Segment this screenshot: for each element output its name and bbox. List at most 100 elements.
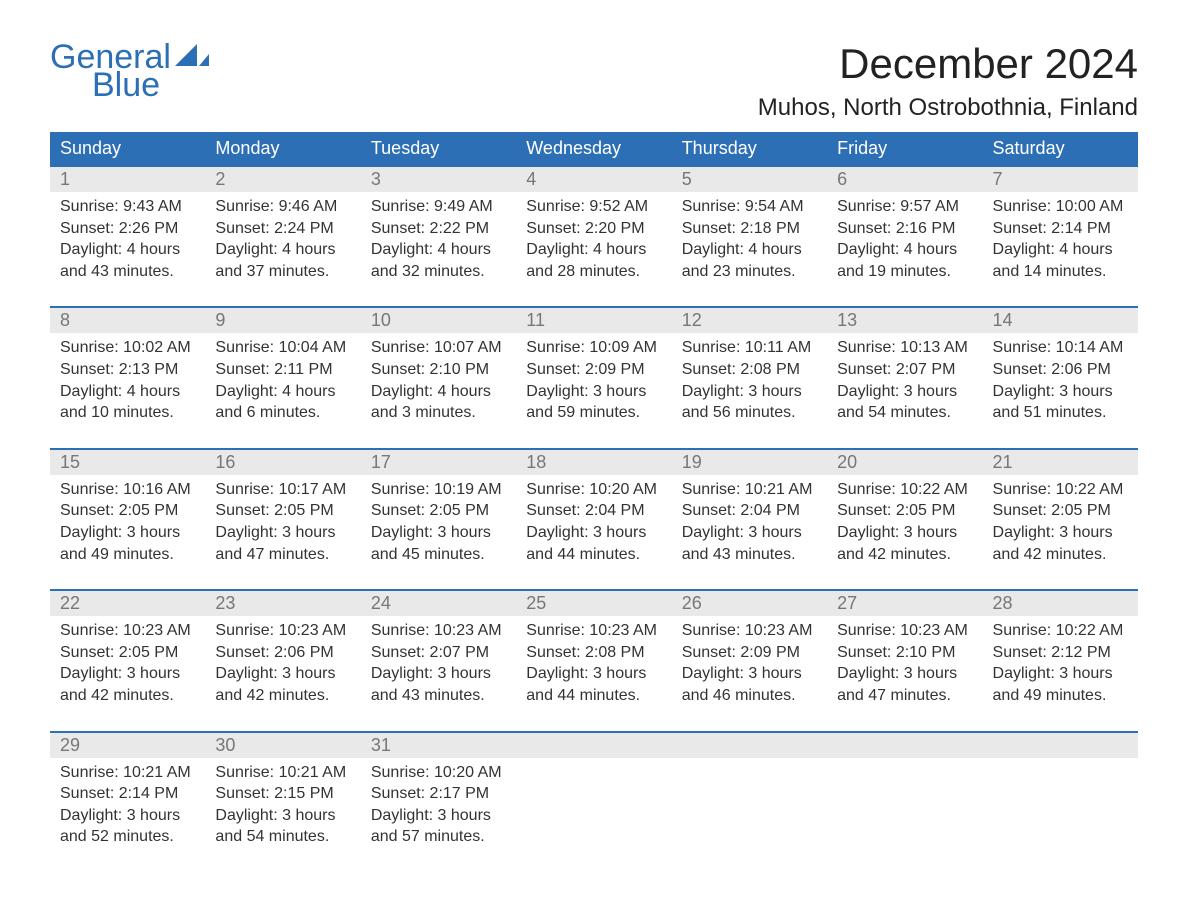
day-cell: 16Sunrise: 10:17 AMSunset: 2:05 PMDaylig…: [205, 449, 360, 590]
week-row: 15Sunrise: 10:16 AMSunset: 2:05 PMDaylig…: [50, 449, 1138, 590]
day-sunset: Sunset: 2:16 PM: [837, 218, 972, 240]
day-d2: and 47 minutes.: [215, 544, 350, 566]
day-sunset: Sunset: 2:05 PM: [993, 500, 1128, 522]
day-d1: Daylight: 4 hours: [682, 239, 817, 261]
day-d1: Daylight: 3 hours: [526, 663, 661, 685]
brand-logo: General Blue: [50, 40, 209, 102]
day-cell: [983, 732, 1138, 872]
day-d2: and 52 minutes.: [60, 826, 195, 848]
day-sunrise: Sunrise: 10:00 AM: [993, 196, 1128, 218]
day-d1: Daylight: 4 hours: [993, 239, 1128, 261]
day-d2: and 56 minutes.: [682, 402, 817, 424]
day-sunrise: Sunrise: 10:13 AM: [837, 337, 972, 359]
day-sunrise: Sunrise: 9:54 AM: [682, 196, 817, 218]
day-sunset: Sunset: 2:05 PM: [60, 642, 195, 664]
day-body-empty: [516, 758, 671, 786]
day-cell: 8Sunrise: 10:02 AMSunset: 2:13 PMDayligh…: [50, 307, 205, 448]
week-row: 8Sunrise: 10:02 AMSunset: 2:13 PMDayligh…: [50, 307, 1138, 448]
day-cell: 30Sunrise: 10:21 AMSunset: 2:15 PMDaylig…: [205, 732, 360, 872]
day-sunset: Sunset: 2:04 PM: [682, 500, 817, 522]
calendar-body: 1Sunrise: 9:43 AMSunset: 2:26 PMDaylight…: [50, 166, 1138, 872]
day-cell: [516, 732, 671, 872]
day-number: 4: [516, 167, 671, 192]
day-d2: and 42 minutes.: [215, 685, 350, 707]
day-sunrise: Sunrise: 10:07 AM: [371, 337, 506, 359]
day-number: 30: [205, 733, 360, 758]
day-body-empty: [827, 758, 982, 786]
day-number: 14: [983, 308, 1138, 333]
day-body: Sunrise: 10:23 AMSunset: 2:05 PMDaylight…: [50, 616, 205, 730]
day-number-empty: [516, 733, 671, 758]
dayname-thursday: Thursday: [672, 132, 827, 166]
day-body: Sunrise: 9:46 AMSunset: 2:24 PMDaylight:…: [205, 192, 360, 306]
day-cell: 3Sunrise: 9:49 AMSunset: 2:22 PMDaylight…: [361, 166, 516, 307]
day-d2: and 6 minutes.: [215, 402, 350, 424]
day-sunrise: Sunrise: 10:22 AM: [993, 479, 1128, 501]
day-d1: Daylight: 4 hours: [526, 239, 661, 261]
day-d2: and 44 minutes.: [526, 685, 661, 707]
day-body-empty: [983, 758, 1138, 786]
day-d2: and 19 minutes.: [837, 261, 972, 283]
day-number: 11: [516, 308, 671, 333]
day-cell: 2Sunrise: 9:46 AMSunset: 2:24 PMDaylight…: [205, 166, 360, 307]
day-number: 18: [516, 450, 671, 475]
day-d2: and 57 minutes.: [371, 826, 506, 848]
day-sunset: Sunset: 2:06 PM: [215, 642, 350, 664]
brand-blue: Blue: [92, 68, 209, 102]
day-number: 22: [50, 591, 205, 616]
day-d1: Daylight: 3 hours: [215, 663, 350, 685]
day-sunrise: Sunrise: 10:21 AM: [682, 479, 817, 501]
day-d1: Daylight: 4 hours: [215, 381, 350, 403]
day-body: Sunrise: 10:17 AMSunset: 2:05 PMDaylight…: [205, 475, 360, 589]
day-d2: and 14 minutes.: [993, 261, 1128, 283]
day-cell: 7Sunrise: 10:00 AMSunset: 2:14 PMDayligh…: [983, 166, 1138, 307]
day-number: 26: [672, 591, 827, 616]
day-sunrise: Sunrise: 10:09 AM: [526, 337, 661, 359]
day-sunset: Sunset: 2:14 PM: [60, 783, 195, 805]
week-row: 22Sunrise: 10:23 AMSunset: 2:05 PMDaylig…: [50, 590, 1138, 731]
day-number: 6: [827, 167, 982, 192]
day-body: Sunrise: 10:22 AMSunset: 2:05 PMDaylight…: [827, 475, 982, 589]
day-d1: Daylight: 3 hours: [60, 805, 195, 827]
day-sunrise: Sunrise: 10:22 AM: [993, 620, 1128, 642]
day-sunset: Sunset: 2:05 PM: [837, 500, 972, 522]
day-d1: Daylight: 3 hours: [993, 663, 1128, 685]
day-sunset: Sunset: 2:20 PM: [526, 218, 661, 240]
day-cell: 12Sunrise: 10:11 AMSunset: 2:08 PMDaylig…: [672, 307, 827, 448]
day-cell: 5Sunrise: 9:54 AMSunset: 2:18 PMDaylight…: [672, 166, 827, 307]
day-body-empty: [672, 758, 827, 786]
day-d2: and 3 minutes.: [371, 402, 506, 424]
day-body: Sunrise: 9:57 AMSunset: 2:16 PMDaylight:…: [827, 192, 982, 306]
day-d2: and 28 minutes.: [526, 261, 661, 283]
page-header: General Blue December 2024 Muhos, North …: [50, 40, 1138, 122]
day-cell: 31Sunrise: 10:20 AMSunset: 2:17 PMDaylig…: [361, 732, 516, 872]
day-d1: Daylight: 4 hours: [371, 239, 506, 261]
day-sunrise: Sunrise: 9:46 AM: [215, 196, 350, 218]
day-cell: 20Sunrise: 10:22 AMSunset: 2:05 PMDaylig…: [827, 449, 982, 590]
day-number: 15: [50, 450, 205, 475]
day-cell: 28Sunrise: 10:22 AMSunset: 2:12 PMDaylig…: [983, 590, 1138, 731]
day-body: Sunrise: 10:16 AMSunset: 2:05 PMDaylight…: [50, 475, 205, 589]
day-d1: Daylight: 3 hours: [837, 381, 972, 403]
day-number: 12: [672, 308, 827, 333]
day-d2: and 42 minutes.: [993, 544, 1128, 566]
day-d1: Daylight: 4 hours: [215, 239, 350, 261]
day-cell: 21Sunrise: 10:22 AMSunset: 2:05 PMDaylig…: [983, 449, 1138, 590]
day-body: Sunrise: 9:49 AMSunset: 2:22 PMDaylight:…: [361, 192, 516, 306]
day-sunrise: Sunrise: 10:11 AM: [682, 337, 817, 359]
day-sunset: Sunset: 2:10 PM: [837, 642, 972, 664]
day-number: 17: [361, 450, 516, 475]
day-sunrise: Sunrise: 9:57 AM: [837, 196, 972, 218]
dayname-saturday: Saturday: [983, 132, 1138, 166]
day-body: Sunrise: 10:23 AMSunset: 2:07 PMDaylight…: [361, 616, 516, 730]
day-body: Sunrise: 10:14 AMSunset: 2:06 PMDaylight…: [983, 333, 1138, 447]
day-d2: and 49 minutes.: [993, 685, 1128, 707]
day-body: Sunrise: 9:54 AMSunset: 2:18 PMDaylight:…: [672, 192, 827, 306]
day-cell: 18Sunrise: 10:20 AMSunset: 2:04 PMDaylig…: [516, 449, 671, 590]
day-d1: Daylight: 3 hours: [682, 663, 817, 685]
day-number: 7: [983, 167, 1138, 192]
day-sunset: Sunset: 2:26 PM: [60, 218, 195, 240]
day-cell: 23Sunrise: 10:23 AMSunset: 2:06 PMDaylig…: [205, 590, 360, 731]
day-d1: Daylight: 3 hours: [526, 522, 661, 544]
day-sunset: Sunset: 2:05 PM: [371, 500, 506, 522]
